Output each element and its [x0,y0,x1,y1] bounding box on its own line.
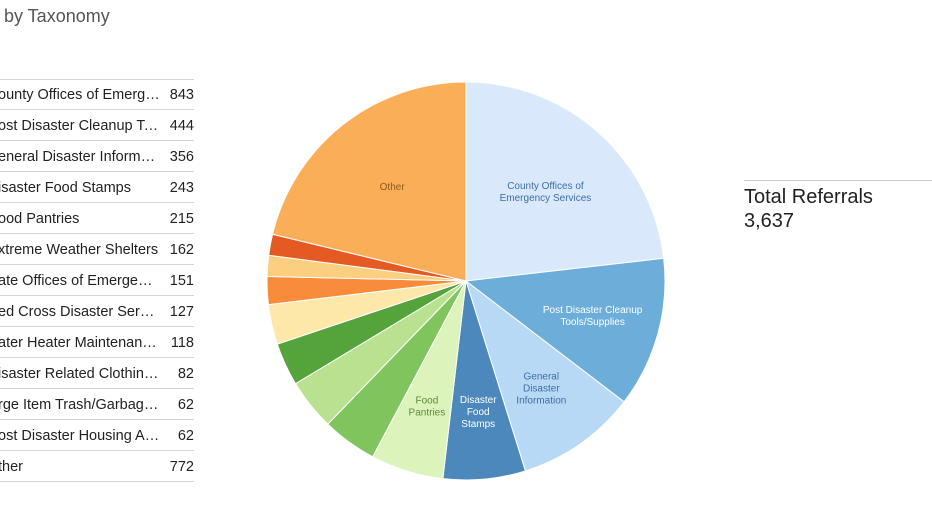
list-item-label: ed Cross Disaster Service ... [0,303,166,320]
list-item[interactable]: isaster Food Stamps 243 [0,173,194,203]
list-item-label: eneral Disaster Informati... [0,148,166,165]
list-item-value: 151 [169,272,194,289]
list-item[interactable]: isaster Related Clothing/E... 82 [0,359,194,389]
list-item[interactable]: ost Disaster Cleanup Tool... 444 [0,111,194,141]
list-item[interactable]: rge Item Trash/Garbage P... 62 [0,390,194,420]
list-item-label: ost Disaster Cleanup Tool... [0,117,166,134]
list-item[interactable]: ounty Offices of Emergen... 843 [0,80,194,110]
list-item-label: isaster Related Clothing/E... [0,365,166,382]
pie-slice[interactable] [464,257,666,403]
pie-slice-label: Food Pantries [409,395,446,418]
list-item-label: ater Heater Maintenance... [0,334,166,351]
taxonomy-list: ounty Offices of Emergen... 843 ost Disast… [0,79,194,483]
list-item-label: isaster Food Stamps [0,179,131,196]
pie-slice-label: General Disaster Information [516,372,566,407]
list-item-value: 162 [169,241,194,258]
pie-slice-label: Post Disaster Cleanup Tools/Supplies [543,305,643,328]
list-item[interactable]: ate Offices of Emergency ... 151 [0,266,194,296]
pie-slice-label: Disaster Food Stamps [460,395,497,430]
total-referrals-label: Total Referrals [744,186,873,208]
list-item-label: ther [0,458,23,475]
list-item[interactable]: eneral Disaster Informati... 356 [0,142,194,172]
list-item-value: 118 [170,334,194,351]
list-item-label: rge Item Trash/Garbage P... [0,396,166,413]
list-item-value: 62 [177,427,194,444]
total-referrals-value: 3,637 [744,210,795,232]
pie-slice[interactable] [465,279,625,472]
pie-slice-label: Other [380,182,406,193]
list-item-value: 62 [177,396,194,413]
pie-slice[interactable] [465,81,665,282]
list-item-label: xtreme Weather Shelters [0,241,159,258]
list-item-value: 127 [169,303,194,320]
page-title: by Taxonomy [4,6,110,26]
pie-slice[interactable] [271,81,467,282]
pie-slice-label: County Offices of Emergency Services [500,181,592,204]
list-item-label: ate Offices of Emergency ... [0,272,166,289]
list-item-value: 356 [169,148,194,165]
list-item-label: ood Pantries [0,210,80,227]
list-item[interactable]: ed Cross Disaster Service ... 127 [0,297,194,327]
list-item-value: 82 [177,365,194,382]
list-item[interactable]: xtreme Weather Shelters 162 [0,235,194,265]
list-item-value: 772 [169,458,194,475]
list-item-value: 843 [169,86,194,103]
list-item-label: ost Disaster Housing Assist... [0,427,166,444]
list-item-value: 444 [169,117,194,134]
list-item-label: ounty Offices of Emergen... [0,86,166,103]
list-item-value: 243 [169,179,194,196]
pie-chart: County Offices of Emergency Services Post … [266,81,666,481]
list-item[interactable]: ost Disaster Housing Assist... 62 [0,421,194,451]
total-referrals: Total Referrals 3,637 [744,180,932,233]
list-item[interactable]: ater Heater Maintenance... 118 [0,328,194,358]
list-item[interactable]: ther 772 [0,452,194,482]
list-item[interactable]: ood Pantries 215 [0,204,194,234]
list-item-value: 215 [169,210,194,227]
